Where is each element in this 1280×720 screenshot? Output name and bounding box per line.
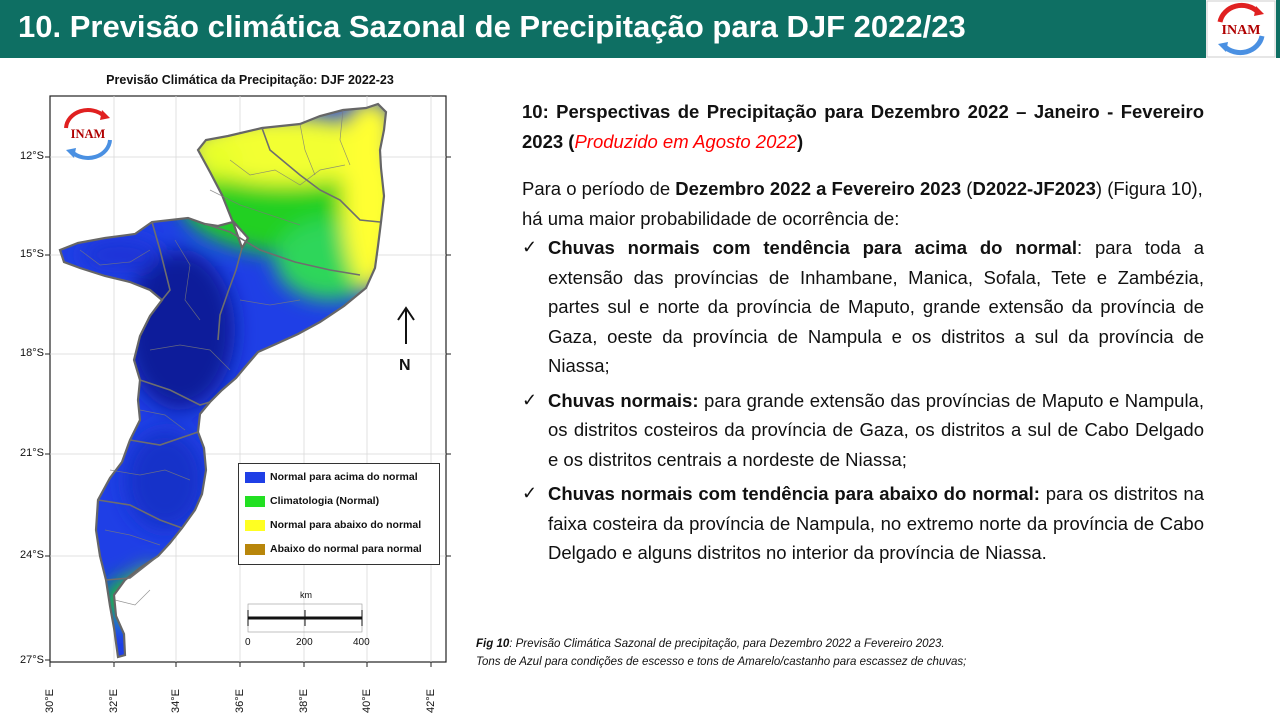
scale-unit: km (300, 590, 312, 600)
district-borders (79, 109, 351, 606)
check-icon: ✓ (522, 483, 538, 503)
north-label: N (399, 357, 411, 374)
lon-label: 30°E (44, 689, 56, 713)
caption-line: Tons de Azul para condições de escesso e… (476, 656, 967, 668)
title-bar: 10. Previsão climática Sazonal de Precip… (0, 0, 1280, 58)
bullet-text: para os distritos na faixa costeira da p… (548, 483, 1204, 563)
bullet-item: ✓ Chuvas normais com tendência para acim… (522, 233, 1204, 381)
lat-label: 27°S (20, 654, 44, 666)
legend-item: Abaixo do normal para normal (245, 542, 422, 556)
map-title: Previsão Climática da Precipitação: DJF … (106, 73, 394, 87)
lon-label: 34°E (170, 689, 182, 713)
bullet-text: : para toda a extensão das províncias de… (548, 237, 1205, 376)
logo-text: INAM (1222, 23, 1261, 38)
map-legend: Normal para acima do normal Climatologia… (238, 463, 440, 565)
scale-tick-label: 400 (353, 637, 370, 648)
bullet-bold: Chuvas normais com tendência para acima … (548, 237, 1077, 258)
lon-label: 42°E (425, 689, 437, 713)
lon-label: 40°E (361, 689, 373, 713)
check-icon: ✓ (522, 237, 538, 257)
legend-label: Abaixo do normal para normal (270, 543, 422, 555)
caption-line: : Previsão Climática Sazonal de precipit… (509, 638, 945, 650)
map-logo-text: INAM (71, 127, 106, 141)
legend-swatch-brown (245, 543, 265, 555)
lat-label: 12°S (20, 150, 44, 162)
map-inam-logo-icon: INAM (64, 108, 112, 160)
bullet-text: para grande extensão das províncias de M… (548, 389, 1204, 470)
figure-caption: Fig 10: Previsão Climática Sazonal de pr… (476, 635, 1176, 671)
province-borders (97, 127, 381, 581)
inam-logo-icon: INAM (1206, 0, 1276, 58)
legend-swatch-blue (245, 471, 265, 483)
legend-item: Climatologia (Normal) (245, 494, 379, 508)
lat-label: 21°S (20, 447, 44, 459)
intro-text: ( (961, 178, 973, 199)
text-column: 10: Perspectivas de Precipitação para De… (522, 97, 1204, 568)
scale-bar (247, 603, 363, 633)
intro-code: D2022-JF2023 (972, 178, 1096, 199)
lon-label: 32°E (108, 689, 120, 713)
lat-label: 18°S (20, 347, 44, 359)
bullet-bold: Chuvas normais com tendência para abaixo… (548, 483, 1040, 504)
intro-text: Para o período de (522, 178, 676, 199)
lat-label: 24°S (20, 549, 44, 561)
scale-tick-label: 200 (296, 637, 313, 648)
caption-label: Fig 10 (476, 638, 510, 650)
intro-paragraph: Para o período de Dezembro 2022 a Fevere… (522, 174, 1204, 233)
intro-period: Dezembro 2022 a Fevereiro 2023 (675, 178, 962, 199)
inam-logo: INAM (1206, 0, 1276, 58)
north-arrow-icon (397, 306, 415, 344)
legend-swatch-yellow (245, 519, 265, 531)
heading-end: ) (796, 131, 804, 152)
axis-ticks (45, 156, 451, 667)
section-heading: 10: Perspectivas de Precipitação para De… (522, 97, 1204, 157)
forecast-map: INAM (45, 95, 451, 667)
legend-label: Normal para abaixo do normal (270, 519, 422, 531)
bullet-item: ✓ Chuvas normais com tendência para abai… (522, 479, 1204, 568)
slide-title: 10. Previsão climática Sazonal de Precip… (18, 9, 966, 44)
bullet-bold: Chuvas normais: (548, 389, 699, 411)
check-icon: ✓ (522, 389, 538, 410)
heading-text: 10: Perspectivas de Precipitação para De… (522, 101, 1204, 152)
heading-red-text: Produzido em Agosto 2022 (574, 131, 797, 152)
lon-label: 38°E (298, 689, 310, 713)
legend-swatch-green (245, 495, 265, 507)
intro-text: ) (Figura 10), há uma maior probabilidad… (522, 178, 1203, 229)
bullet-item: ✓ Chuvas normais: para grande extensão d… (522, 386, 1204, 475)
legend-label: Normal para acima do normal (270, 471, 418, 483)
legend-item: Normal para acima do normal (245, 470, 418, 484)
lat-label: 15°S (20, 248, 44, 260)
legend-item: Normal para abaixo do normal (245, 518, 421, 532)
scale-tick-label: 0 (245, 637, 251, 648)
legend-label: Climatologia (Normal) (270, 495, 380, 507)
lon-label: 36°E (234, 689, 246, 713)
